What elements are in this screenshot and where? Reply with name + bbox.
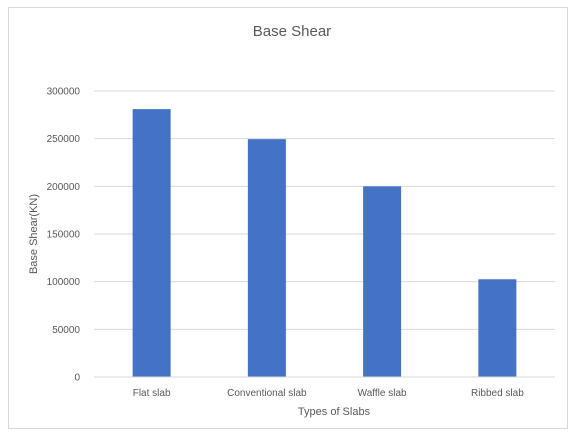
y-axis-ticks: 0 50000 100000 150000 200000 250000 300000	[47, 87, 81, 384]
x-tick-label: Flat slab	[133, 388, 171, 399]
chart-title: Base Shear	[253, 23, 331, 40]
bar-ribbed-slab	[478, 279, 517, 377]
y-tick-label: 0	[74, 373, 80, 384]
bar-waffle-slab	[363, 186, 402, 377]
y-axis-label: Base Shear(KN)	[28, 194, 40, 274]
x-tick-label: Conventional slab	[227, 388, 307, 399]
x-axis-label: Types of Slabs	[298, 406, 371, 418]
bar-conventional-slab	[247, 139, 286, 377]
chart-frame	[8, 7, 568, 429]
x-tick-label: Ribbed slab	[471, 388, 524, 399]
bar-flat-slab	[132, 109, 171, 377]
x-tick-label: Waffle slab	[358, 388, 407, 399]
y-tick-label: 200000	[47, 182, 81, 193]
gridlines	[94, 90, 555, 330]
x-axis-ticks: Flat slab Conventional slab Waffle slab Rib…	[133, 388, 524, 399]
y-tick-label: 100000	[47, 277, 81, 288]
y-tick-label: 150000	[47, 230, 81, 241]
bars	[132, 109, 517, 377]
y-tick-label: 50000	[52, 325, 80, 336]
y-tick-label: 250000	[47, 134, 81, 145]
y-tick-label: 300000	[47, 87, 81, 98]
